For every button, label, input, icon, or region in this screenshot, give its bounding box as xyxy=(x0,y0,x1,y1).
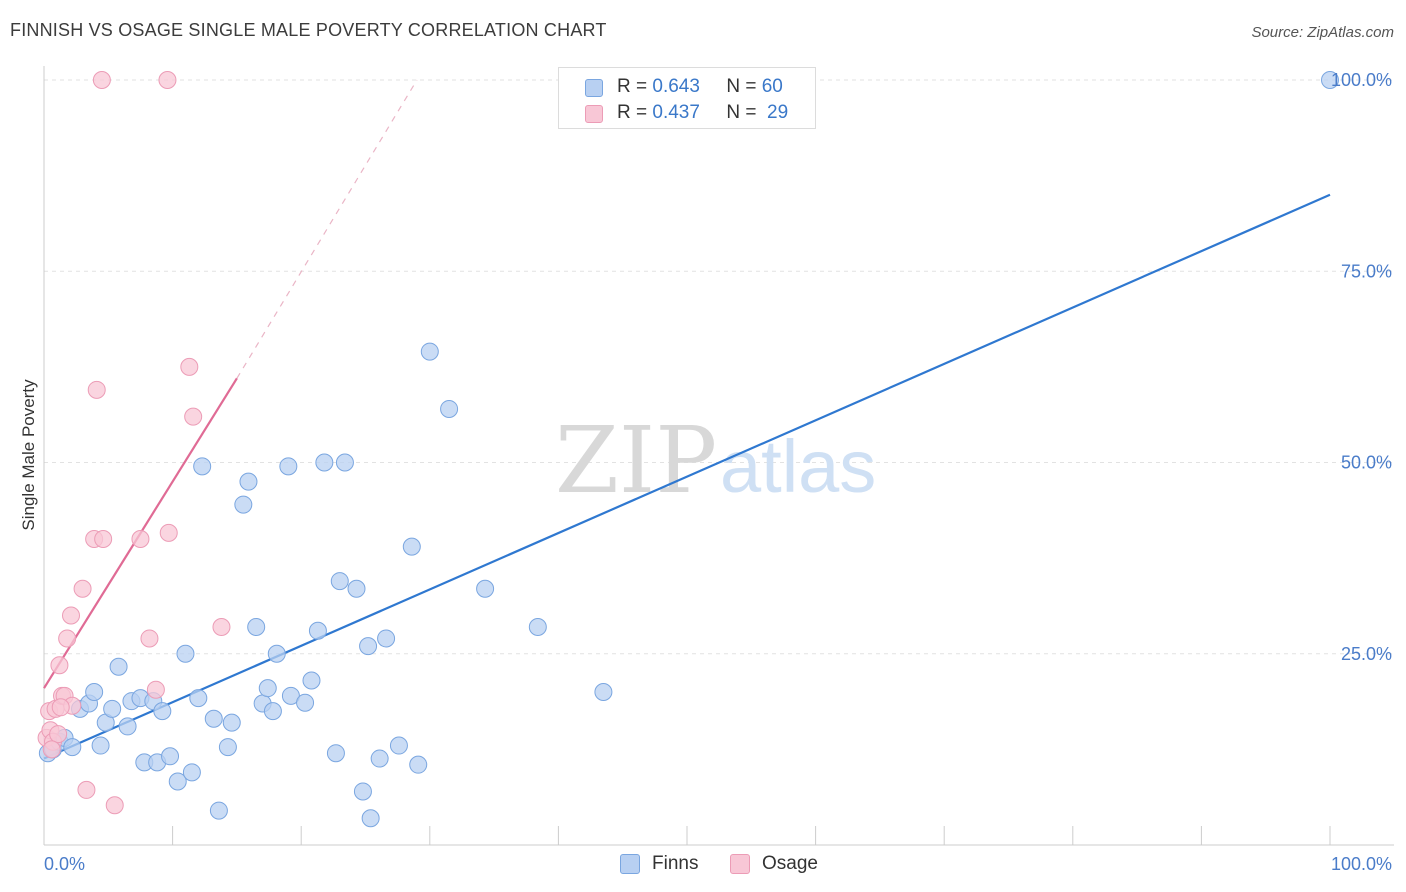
chart-title: FINNISH VS OSAGE SINGLE MALE POVERTY COR… xyxy=(10,20,607,40)
osage-point-21 xyxy=(146,680,165,699)
osage-point-28 xyxy=(51,698,70,717)
x-tick-label-0: 0.0% xyxy=(44,854,85,874)
gridlines xyxy=(44,79,1394,655)
finns-point-21 xyxy=(176,644,195,663)
legend-swatch-finns xyxy=(585,79,603,97)
osage-point-10 xyxy=(62,606,81,625)
finns-point-22 xyxy=(182,763,201,782)
finns-point-30 xyxy=(239,472,258,491)
finns-point-55 xyxy=(440,399,459,418)
finns-point-38 xyxy=(296,693,315,712)
legend-finns-n-value: 60 xyxy=(761,76,783,97)
finns-point-33 xyxy=(258,679,277,698)
finns-point-58 xyxy=(594,683,613,701)
finns-point-35 xyxy=(267,644,286,663)
finns-point-7 xyxy=(85,683,104,701)
osage-point-17 xyxy=(94,530,113,548)
data-points xyxy=(37,71,1339,828)
bottom-legend-swatch-finns xyxy=(620,854,640,874)
osage-trendline-extension xyxy=(236,79,418,379)
osage-point-20 xyxy=(140,629,159,648)
bottom-legend-label-osage: Osage xyxy=(762,853,818,874)
finns-point-45 xyxy=(347,579,366,598)
y-tick-label-100: 100.0% xyxy=(1331,70,1392,90)
finns-point-48 xyxy=(361,809,380,828)
finns-point-51 xyxy=(389,736,408,755)
osage-point-24 xyxy=(180,357,199,376)
finns-point-19 xyxy=(161,747,180,766)
osage-point-18 xyxy=(105,796,124,815)
finns-point-52 xyxy=(402,537,421,556)
osage-point-23 xyxy=(159,523,178,542)
legend-finns-n-label: N = xyxy=(726,76,757,97)
finns-point-24 xyxy=(193,457,212,476)
finns-point-49 xyxy=(370,749,389,768)
finns-point-50 xyxy=(377,629,396,648)
osage-point-26 xyxy=(212,617,231,636)
y-tick-label-25: 25.0% xyxy=(1341,644,1392,664)
y-axis-label: Single Male Poverty xyxy=(19,379,38,531)
osage-point-5 xyxy=(49,725,68,744)
finns-point-59 xyxy=(1321,71,1339,89)
x-tick-label-100: 100.0% xyxy=(1331,854,1392,874)
finns-point-4 xyxy=(63,738,82,757)
osage-point-6 xyxy=(50,656,69,675)
finns-point-23 xyxy=(189,689,208,708)
finns-point-39 xyxy=(302,671,321,690)
watermark-zip: ZIP xyxy=(555,407,717,514)
correlation-legend: R = 0.643 N = 60 R = 0.437 N = 29 xyxy=(558,67,816,129)
finns-point-54 xyxy=(420,342,439,361)
osage-point-15 xyxy=(87,380,106,399)
finns-point-28 xyxy=(222,713,241,732)
finns-point-29 xyxy=(234,495,253,514)
finns-point-10 xyxy=(103,699,122,718)
osage-point-25 xyxy=(184,407,203,426)
osage-point-12 xyxy=(73,579,92,598)
finns-point-8 xyxy=(91,736,110,755)
finns-trendline xyxy=(43,193,1331,760)
legend-finns-r-label: R = xyxy=(617,76,648,97)
legend-osage-r-label: R = xyxy=(617,102,648,123)
bottom-legend-swatch-osage xyxy=(730,854,750,874)
tick-labels: 25.0% 50.0% 75.0% 100.0% 0.0% 100.0% xyxy=(44,70,1392,874)
legend-swatch-osage xyxy=(585,105,603,123)
osage-point-16 xyxy=(92,71,111,89)
finns-point-41 xyxy=(315,453,334,472)
finns-point-36 xyxy=(279,457,298,476)
osage-point-22 xyxy=(158,71,177,89)
finns-point-31 xyxy=(247,617,266,636)
finns-point-34 xyxy=(263,702,282,721)
legend-osage-r-value: 0.437 xyxy=(652,102,700,123)
finns-point-43 xyxy=(330,572,349,591)
finns-point-11 xyxy=(109,657,128,676)
legend-osage-n-value: 29 xyxy=(767,102,789,123)
bottom-legend-label-finns: Finns xyxy=(652,853,699,874)
osage-point-13 xyxy=(77,780,96,799)
osage-point-9 xyxy=(58,629,77,648)
finns-point-46 xyxy=(353,782,372,801)
legend-osage-n-label: N = xyxy=(726,102,757,123)
y-tick-label-75: 75.0% xyxy=(1341,261,1392,281)
finns-point-47 xyxy=(359,637,378,656)
finns-point-20 xyxy=(168,772,187,791)
osage-point-19 xyxy=(131,530,150,548)
finns-point-42 xyxy=(326,744,345,763)
axes xyxy=(43,66,1394,846)
osage-point-27 xyxy=(42,740,61,759)
finns-point-18 xyxy=(153,702,172,721)
source-label: Source: ZipAtlas.com xyxy=(1251,24,1394,41)
finns-point-56 xyxy=(476,579,495,598)
finns-point-25 xyxy=(204,709,223,728)
watermark-atlas: atlas xyxy=(720,425,876,508)
finns-point-26 xyxy=(209,801,228,820)
legend-finns-r-value: 0.643 xyxy=(652,76,700,97)
finns-point-12 xyxy=(118,717,137,736)
finns-point-27 xyxy=(218,738,237,757)
finns-point-57 xyxy=(528,617,547,636)
finns-point-44 xyxy=(335,453,354,472)
finns-point-40 xyxy=(308,621,327,640)
finns-point-53 xyxy=(409,755,428,774)
y-tick-label-50: 50.0% xyxy=(1341,453,1392,473)
